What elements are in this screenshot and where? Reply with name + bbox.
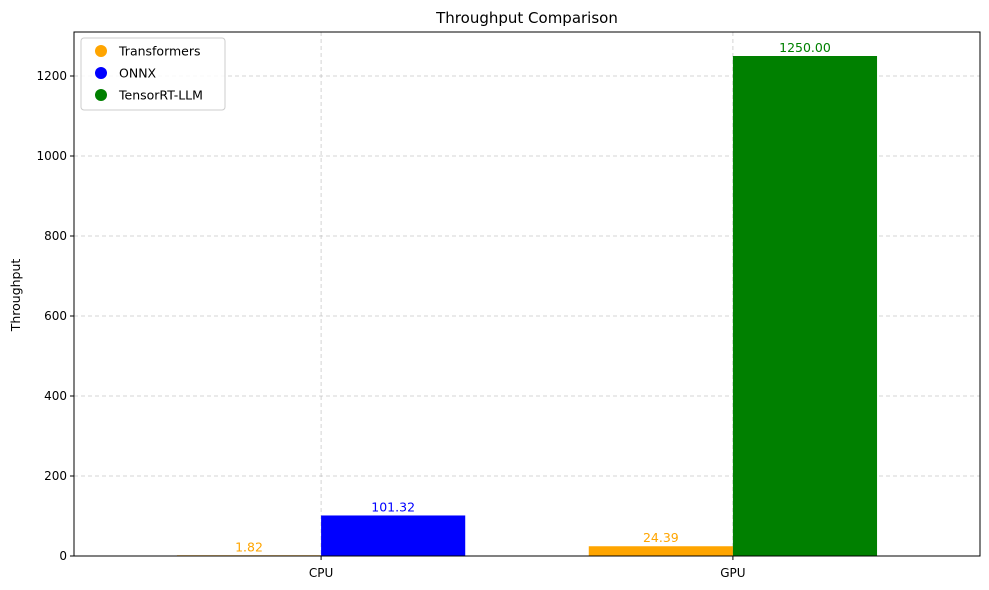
- plot-frame: [73, 31, 981, 557]
- data-label-transformers-cpu: 1.82: [235, 539, 263, 554]
- x-tick-label-gpu: GPU: [720, 566, 745, 580]
- y-tick-label: 1200: [36, 69, 67, 83]
- data-label-transformers-gpu: 24.39: [643, 530, 679, 545]
- legend-marker-transformers: [95, 45, 107, 57]
- data-label-tensorrt-llm-gpu: 1250.00: [779, 40, 831, 55]
- bar-transformers-gpu: [588, 546, 733, 556]
- y-tick-label: 200: [44, 469, 67, 483]
- legend-label-transformers: Transformers: [118, 44, 201, 59]
- x-tick-label-cpu: CPU: [309, 566, 333, 580]
- y-tick-label: 1000: [36, 149, 67, 163]
- legend-label-tensorrt-llm: TensorRT-LLM: [118, 88, 203, 103]
- legend-label-onnx: ONNX: [119, 66, 157, 81]
- y-tick-label: 400: [44, 389, 67, 403]
- data-labels-layer: 1.82 24.39 101.32 1250.00: [235, 40, 831, 554]
- ticks-layer: 0 200 400 600 800 1000 1200 CPU GPU: [36, 69, 745, 580]
- bar-onnx-cpu: [321, 515, 466, 556]
- chart-title: Throughput Comparison: [435, 9, 618, 27]
- y-tick-label: 0: [59, 549, 67, 563]
- y-tick-label: 600: [44, 309, 67, 323]
- y-axis-label: Throughput: [8, 259, 23, 333]
- legend-marker-tensorrt-llm: [95, 89, 107, 101]
- y-tick-label: 800: [44, 229, 67, 243]
- legend: Transformers ONNX TensorRT-LLM: [80, 37, 226, 111]
- bar-tensorrt-llm-gpu: [732, 56, 878, 556]
- legend-box: [80, 37, 226, 111]
- bars-layer: [176, 56, 878, 556]
- legend-marker-onnx: [95, 67, 107, 79]
- data-label-onnx-cpu: 101.32: [371, 499, 415, 514]
